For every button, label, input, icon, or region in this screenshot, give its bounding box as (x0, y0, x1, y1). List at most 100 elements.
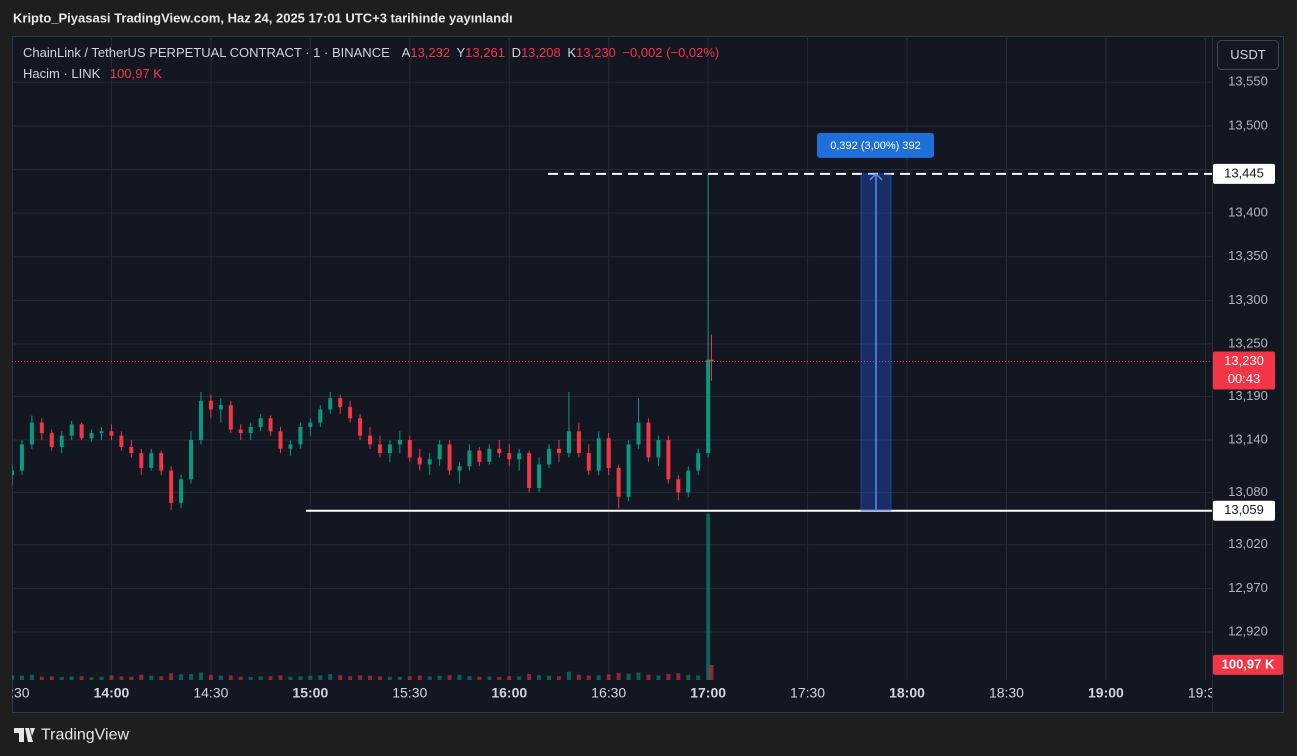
volume-bar (189, 674, 194, 680)
x-tick-label: 16:00 (491, 685, 527, 701)
candle-body (527, 453, 532, 489)
volume-bar (457, 674, 462, 680)
volume-bar (387, 676, 392, 680)
candle-body (39, 422, 44, 434)
candle-body (89, 433, 94, 439)
candle-body (397, 440, 402, 445)
y-tick-label: 13,550 (1228, 74, 1268, 89)
candle-body (676, 479, 681, 493)
volume-bar (179, 674, 184, 680)
candle-body (547, 448, 552, 465)
volume-bar (99, 676, 104, 680)
volume-bar (477, 676, 482, 680)
candle-body (606, 438, 611, 468)
volume-bar (318, 675, 323, 680)
volume-bar (258, 676, 263, 680)
candle-body (159, 453, 164, 471)
volume-name: Hacim · LINK (23, 66, 101, 81)
volume-bar (377, 676, 382, 680)
x-tick-label: 18:30 (989, 685, 1024, 701)
brand-name: TradingView (41, 727, 129, 744)
volume-bar (437, 675, 442, 680)
volume-bar (69, 676, 74, 680)
volume-bar (696, 675, 701, 680)
measure-label: 0,392 (3,00%) 392 (830, 140, 921, 152)
volume-bar (298, 676, 303, 680)
volume-bar (427, 676, 432, 680)
volume-bar (547, 675, 552, 680)
volume-bar (238, 676, 243, 680)
low-label: 13,059 (1224, 502, 1264, 517)
candle-body (59, 435, 64, 448)
candle-body (576, 431, 581, 454)
volume-bar (497, 677, 502, 680)
candle-body (129, 447, 134, 454)
candle-body (248, 426, 253, 434)
grid (12, 36, 1212, 680)
candle-body (149, 453, 154, 468)
volume-bar (109, 675, 114, 680)
candle-body (407, 440, 412, 458)
volume-bar (626, 673, 631, 680)
candle-body (556, 448, 561, 454)
volume-bar (89, 677, 94, 680)
candle-body (616, 467, 621, 497)
candle-body (666, 440, 671, 480)
volume-bar (417, 675, 422, 680)
candle-body (208, 400, 213, 410)
candle-body (497, 448, 502, 454)
volume-bar (709, 664, 714, 680)
volume-bar (348, 676, 353, 680)
candle-body (656, 440, 661, 458)
volume-bar (636, 672, 641, 680)
volume-bar (507, 676, 512, 680)
candle-body (99, 431, 104, 434)
candle-body (507, 453, 512, 460)
candle-body (228, 405, 233, 430)
candle-body (12, 470, 14, 475)
y-tick-label: 13,400 (1228, 205, 1268, 220)
candle-body (387, 444, 392, 454)
candle-body (139, 453, 144, 468)
currency-button[interactable] (1217, 40, 1279, 70)
candle-body (169, 470, 174, 503)
candle-body (198, 400, 203, 441)
currency[interactable]: USDT (1230, 47, 1265, 62)
volume-bar (596, 675, 601, 680)
volume-bar (59, 677, 64, 680)
volume-bar (208, 674, 213, 680)
x-tick-label: 15:00 (292, 685, 328, 701)
candle-body (49, 433, 54, 448)
volume-bar (447, 675, 452, 680)
volume-bar (12, 675, 14, 680)
volume-bar (278, 675, 283, 680)
volume-bar (149, 675, 154, 680)
volume-bar (467, 676, 472, 680)
candle-body (417, 457, 422, 465)
volume-bar (566, 671, 571, 680)
countdown: 00:43 (1228, 371, 1261, 386)
candle-body (686, 470, 691, 493)
x-tick-label: 17:00 (690, 685, 726, 701)
volume-bar (228, 675, 233, 680)
legend-key: D (512, 45, 521, 60)
volume-bar (79, 676, 84, 680)
legend-value: 13,232 (410, 45, 450, 60)
candle-body (109, 431, 114, 436)
last-price-label: 13,230 (1224, 353, 1264, 368)
volume-bar (646, 674, 651, 680)
volume-bar (517, 676, 522, 680)
volume-bar (288, 676, 293, 680)
volume-bar (358, 675, 363, 680)
x-tick-label: 15:30 (392, 685, 427, 701)
last-price-box (1213, 351, 1275, 390)
legend-change: −0,002 (−0,02%) (622, 45, 719, 60)
legend-key: K (567, 45, 576, 60)
x-tick-label: 19:30 (1188, 685, 1223, 701)
last-volume-box (1213, 654, 1283, 675)
candle-body (288, 444, 293, 449)
candle-body (119, 435, 124, 448)
y-tick-label: 13,020 (1228, 536, 1268, 551)
candle-body (308, 422, 313, 427)
candle-body (566, 431, 571, 454)
